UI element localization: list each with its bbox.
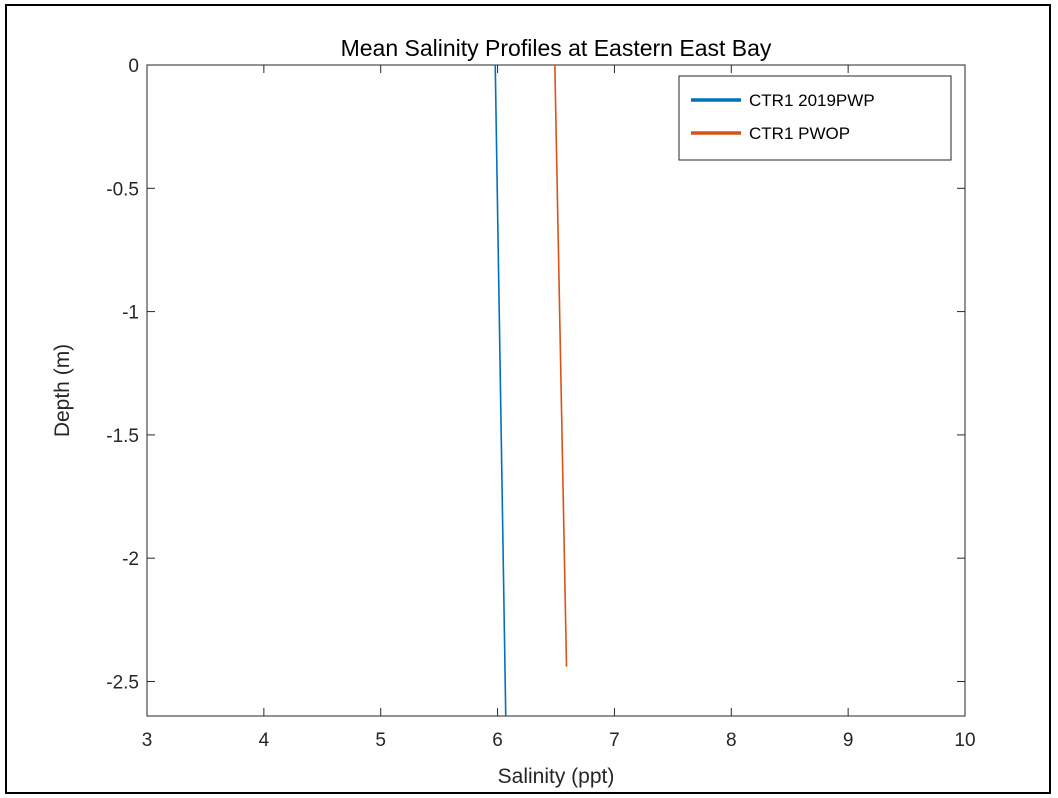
plot-area <box>146 64 966 717</box>
y-tick-label: -0.5 <box>106 179 139 200</box>
legend-entry: CTR1 PWOP <box>749 124 850 143</box>
x-tick-label: 3 <box>142 730 153 751</box>
x-tick-label: 4 <box>259 730 270 751</box>
series-line-2 <box>554 64 568 667</box>
y-tick-label: -1.5 <box>106 426 139 447</box>
y-tick-label: -2 <box>122 549 139 570</box>
y-axis: 0 -0.5 -1 -1.5 -2 -2.5 <box>106 56 965 693</box>
legend-box <box>678 75 952 161</box>
y-tick-label: 0 <box>128 56 139 77</box>
chart: Mean Salinity Profiles at Eastern East B… <box>51 35 976 788</box>
series-group <box>494 64 568 717</box>
figure-frame: Mean Salinity Profiles at Eastern East B… <box>5 4 1051 794</box>
chart-title: Mean Salinity Profiles at Eastern East B… <box>341 35 772 61</box>
x-tick-label: 8 <box>726 730 737 751</box>
x-tick-label: 6 <box>492 730 503 751</box>
x-tick-label: 7 <box>609 730 620 751</box>
y-tick-label: -2.5 <box>106 672 139 693</box>
x-axis: 3 4 5 6 7 8 9 10 <box>142 65 976 751</box>
x-axis-label: Salinity (ppt) <box>498 765 615 788</box>
x-tick-label: 5 <box>375 730 386 751</box>
x-tick-label: 10 <box>954 730 975 751</box>
legend-entry: CTR1 2019PWP <box>749 91 875 110</box>
legend: CTR1 2019PWP CTR1 PWOP <box>678 75 952 161</box>
y-tick-label: -1 <box>122 303 139 324</box>
x-tick-label: 9 <box>843 730 854 751</box>
series-line-1 <box>494 64 507 717</box>
y-axis-label: Depth (m) <box>51 344 74 437</box>
